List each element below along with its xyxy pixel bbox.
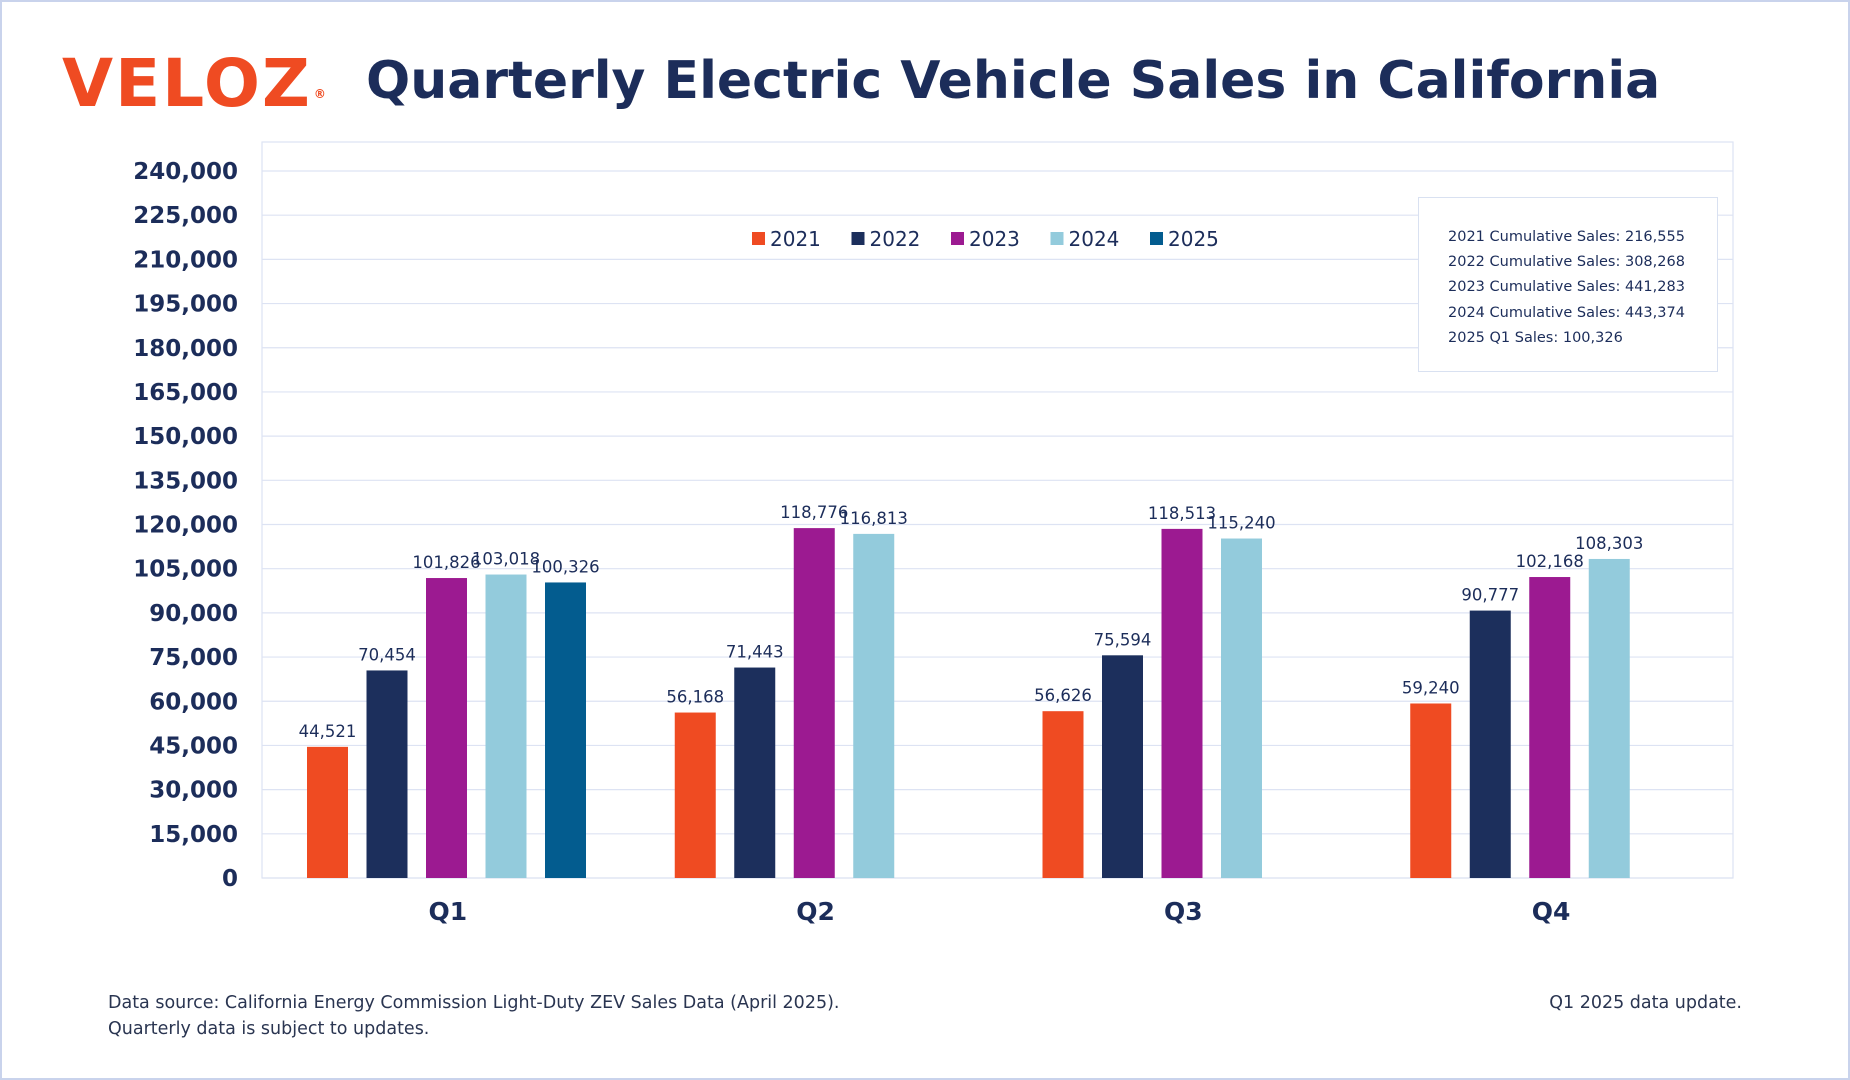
data-label: 56,626 [1034,686,1092,705]
cumulative-2022: 2022 Cumulative Sales: 308,268 [1448,254,1685,271]
y-axis-ticks: 0 15,000 30,000 45,000 60,000 75,000 90,000 105… [133,159,238,892]
bar-2022-Q1 [366,670,408,878]
bar-2024-Q2 [853,533,895,878]
bar-2021-Q1 [307,746,348,878]
y-tick-label: 165,000 [133,380,238,406]
y-tick-label: 210,000 [133,247,238,273]
legend-swatch-2024 [1050,232,1064,245]
data-label: 100,326 [531,557,599,576]
data-label: 70,454 [358,645,416,664]
x-axis-ticks: Q1 Q2 Q3 Q4 [429,897,1571,926]
legend-label-2021: 2021 [770,227,821,251]
y-tick-label: 150,000 [133,424,238,450]
y-tick-label: 90,000 [149,601,238,627]
legend-label-2025: 2025 [1168,227,1219,251]
data-label: 56,168 [666,688,724,707]
data-label: 71,443 [726,643,784,662]
y-tick-label: 45,000 [149,733,238,759]
legend: 2021 2022 2023 2024 2025 [752,227,1219,251]
bar-2025-Q1 [545,582,586,878]
cumulative-2023: 2023 Cumulative Sales: 441,283 [1448,279,1685,296]
bar-2023-Q2 [793,528,835,878]
source-line-1: Data source: California Energy Commissio… [108,993,840,1013]
legend-swatch-2021 [752,232,765,245]
bar-2023-Q4 [1529,577,1571,878]
veloz-logo: VELOZ ® [62,45,328,122]
data-label: 102,168 [1516,552,1584,571]
bar-2021-Q3 [1042,711,1084,878]
data-label: 44,521 [299,722,357,741]
registered-mark: ® [313,87,328,101]
x-tick-label: Q3 [1164,897,1203,926]
data-label: 118,513 [1148,504,1216,523]
data-label: 59,240 [1402,678,1460,697]
data-label: 108,303 [1575,534,1643,553]
legend-label-2023: 2023 [969,227,1020,251]
x-tick-label: Q2 [796,897,835,926]
bar-2024-Q4 [1588,558,1630,878]
bars [307,528,1630,878]
source-line-2: Quarterly data is subject to updates. [108,1019,430,1039]
y-tick-label: 135,000 [133,468,238,494]
bar-2021-Q2 [674,712,716,878]
y-tick-label: 75,000 [149,645,238,671]
x-tick-label: Q1 [429,897,468,926]
x-tick-label: Q4 [1532,897,1571,926]
y-tick-label: 0 [222,866,238,892]
data-label: 101,826 [412,553,480,572]
bar-2022-Q4 [1469,610,1511,878]
bar-2023-Q1 [426,578,467,878]
q1-2025-sales: 2025 Q1 Sales: 100,326 [1448,329,1623,346]
chart-title: Quarterly Electric Vehicle Sales in Cali… [366,51,1661,111]
data-label: 116,813 [840,509,908,528]
data-label: 103,018 [472,550,540,569]
y-tick-label: 195,000 [133,292,238,318]
bar-2024-Q3 [1221,538,1262,878]
bar-2022-Q3 [1102,655,1143,878]
y-tick-label: 60,000 [149,689,238,715]
bar-2024-Q1 [485,574,527,878]
y-tick-label: 240,000 [133,159,238,185]
data-source-note: Data source: California Energy Commissio… [108,990,839,1042]
legend-swatch-2025 [1150,232,1163,245]
update-note: Q1 2025 data update. [1549,993,1742,1013]
y-tick-label: 120,000 [133,513,238,539]
data-label: 90,777 [1461,586,1519,605]
legend-swatch-2022 [851,232,865,245]
legend-swatch-2023 [951,232,964,245]
cumulative-sales-box: 2021 Cumulative Sales: 216,555 2022 Cumu… [1418,197,1718,372]
y-tick-label: 30,000 [149,778,238,804]
data-label: 75,594 [1094,630,1152,649]
y-tick-label: 15,000 [149,822,238,848]
y-tick-label: 180,000 [133,336,238,362]
cumulative-2024: 2024 Cumulative Sales: 443,374 [1448,304,1685,321]
data-label: 115,240 [1207,514,1275,533]
bar-2021-Q4 [1410,703,1452,878]
legend-label-2024: 2024 [1069,227,1120,251]
bar-2023-Q3 [1161,528,1203,878]
bar-2022-Q2 [734,667,776,878]
y-tick-label: 225,000 [133,203,238,229]
y-tick-label: 105,000 [133,557,238,583]
data-label: 118,776 [780,503,848,522]
cumulative-2021: 2021 Cumulative Sales: 216,555 [1448,229,1685,245]
legend-label-2022: 2022 [870,227,921,251]
